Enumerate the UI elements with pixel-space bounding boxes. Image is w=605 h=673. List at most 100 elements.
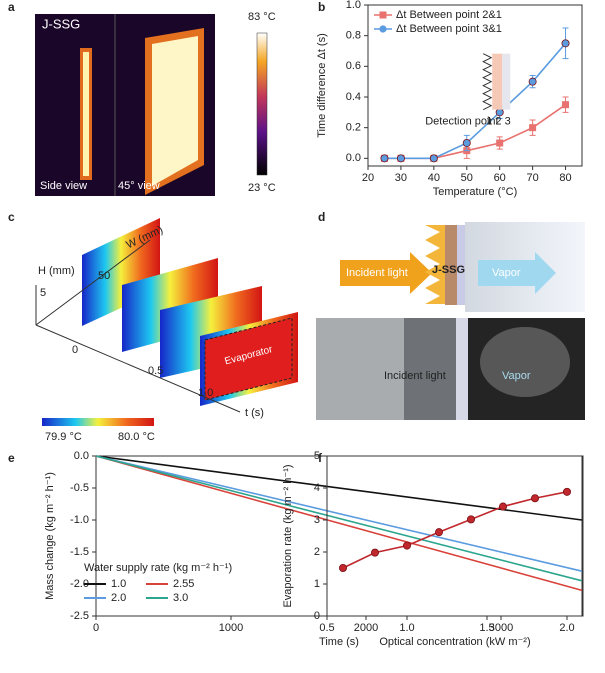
y-tick-label: 5 <box>314 450 320 462</box>
point <box>380 154 389 163</box>
substrate <box>445 225 457 305</box>
plot-frame <box>95 455 583 617</box>
x-tick-label: 3000 <box>489 622 513 634</box>
legend-label: 2.0 <box>111 592 126 604</box>
y-tick-label: 3 <box>314 514 320 526</box>
arrow-label: Incident light <box>346 267 408 279</box>
y-tick-label: -1.0 <box>70 514 89 526</box>
point <box>429 154 438 163</box>
tick-label: 0.5 <box>148 365 163 377</box>
legend-marker <box>379 11 387 19</box>
vapor-arrow <box>478 252 556 294</box>
photo-membrane <box>456 318 468 420</box>
w-axis <box>35 239 151 326</box>
y-tick-label: 0.4 <box>346 91 361 103</box>
point <box>561 39 570 48</box>
point <box>462 138 471 147</box>
colorbar <box>42 418 154 426</box>
annotation: 1 2 3 <box>486 116 510 128</box>
x-tick-label: 0.5 <box>319 622 334 634</box>
arrow-label: Vapor <box>492 267 521 279</box>
legend-label: 2.55 <box>173 578 194 590</box>
x-tick-label: 20 <box>362 172 374 184</box>
membrane <box>457 225 465 305</box>
point <box>396 154 405 163</box>
y-tick-label: 0.8 <box>346 30 361 42</box>
panel-label: e <box>8 451 15 465</box>
x-tick-label: 0 <box>93 622 99 634</box>
photo-vapor <box>480 327 570 397</box>
point <box>434 528 443 537</box>
plot-frame <box>326 455 584 617</box>
x-tick-label: 70 <box>526 172 538 184</box>
point <box>338 564 347 573</box>
x-tick-label: 1000 <box>219 622 243 634</box>
inset-layer <box>492 53 503 110</box>
inset-absorber <box>482 53 493 111</box>
x-tick-label: 1.5 <box>479 622 494 634</box>
annotation: Detection point <box>425 116 498 128</box>
colorbar <box>256 32 268 176</box>
angled-core <box>152 36 198 186</box>
y-tick-label: 1.0 <box>346 0 361 11</box>
x-tick-label: 60 <box>494 172 506 184</box>
view-label: Side view <box>40 180 87 192</box>
point <box>370 548 379 557</box>
legend-label: Δt Between point 3&1 <box>396 23 502 35</box>
tick-label: 50 <box>98 270 110 282</box>
absorber <box>425 225 445 304</box>
y-axis-title: Mass change (kg m⁻² h⁻¹) <box>44 472 56 600</box>
sample-name: J-SSG <box>432 264 465 276</box>
point <box>498 502 507 511</box>
series-line <box>95 455 583 582</box>
view-label: 45° view <box>118 180 160 192</box>
photo-label: Incident light <box>384 370 446 382</box>
y-tick-label: 0.0 <box>74 450 89 462</box>
series-line <box>384 104 566 160</box>
y-tick-label: 4 <box>314 482 320 494</box>
y-tick-label: 0.2 <box>346 122 361 134</box>
legend-marker <box>379 25 387 33</box>
y-axis-title: Evaporation rate (kg m⁻² h⁻¹) <box>282 464 294 607</box>
x-tick-label: 30 <box>395 172 407 184</box>
inset-layer <box>502 53 511 110</box>
x-tick-label: 80 <box>559 172 571 184</box>
legend-label: Δt Between point 2&1 <box>396 9 502 21</box>
x-tick-label: 1.0 <box>399 622 414 634</box>
point <box>466 515 475 524</box>
y-tick-label: 0.6 <box>346 60 361 72</box>
tick-label: 1.0 <box>198 387 213 399</box>
y-tick-label: 0.0 <box>346 152 361 164</box>
axis-title: H (mm) <box>38 265 75 277</box>
colorbar-max: 83 °C <box>248 11 276 23</box>
light-arrow <box>340 252 432 294</box>
panel-label: d <box>318 210 325 224</box>
panel-label: f <box>318 451 323 465</box>
y-tick-label: -2.0 <box>70 578 89 590</box>
series-line <box>95 455 583 521</box>
y-tick-label: 1 <box>314 578 320 590</box>
colorbar-min: 79.9 °C <box>45 431 82 443</box>
y-tick-label: 0 <box>314 610 320 622</box>
x-axis-title: Temperature (°C) <box>433 186 517 198</box>
tick-label: 0 <box>72 344 78 356</box>
point <box>496 139 504 147</box>
point <box>562 101 570 109</box>
series-line <box>95 455 583 592</box>
x-axis-title: Time (s) <box>319 636 359 648</box>
point <box>402 541 411 550</box>
colorbar-min: 23 °C <box>248 182 276 194</box>
x-tick-label: 2.0 <box>559 622 574 634</box>
tick-label: 5 <box>40 287 46 299</box>
x-tick-label: 50 <box>461 172 473 184</box>
series-line <box>384 42 567 160</box>
point <box>531 494 540 503</box>
y-tick-label: 2 <box>314 546 320 558</box>
series-line <box>342 491 568 569</box>
colorbar-max: 80.0 °C <box>118 431 155 443</box>
axis-title: t (s) <box>245 407 264 419</box>
point <box>563 487 572 496</box>
side-core <box>83 52 89 176</box>
y-tick-label: -1.5 <box>70 546 89 558</box>
